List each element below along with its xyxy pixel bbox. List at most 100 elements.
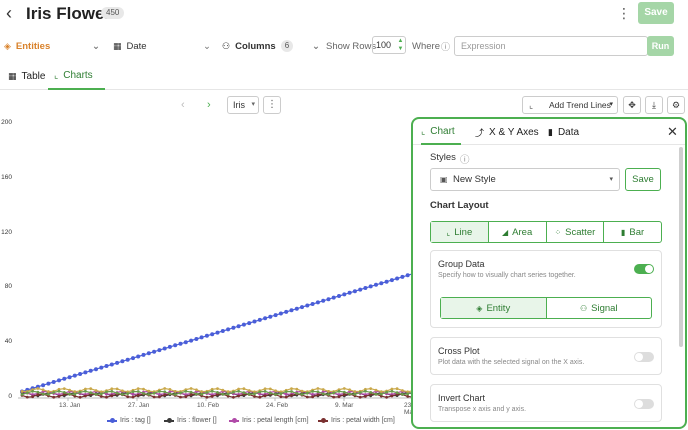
header: ‹ Iris Flowers 450 ⋮ Save [0,0,688,28]
series-point [369,391,373,394]
series-point [247,393,251,396]
series-point [379,392,383,396]
scatter-chart-icon: ⁘ [554,227,562,237]
layout-line-button[interactable]: ⌞ Line [431,222,489,242]
series-point [110,394,114,398]
series-point [253,395,256,398]
group-by-signal-button[interactable]: ⚇ Signal [547,298,652,318]
series-point [200,392,204,396]
layout-label: Bar [629,226,645,238]
series-point [305,303,310,308]
series-point [242,387,246,391]
series-point [199,335,204,340]
layout-area-button[interactable]: ◢ Area [489,222,547,242]
next-icon[interactable]: › [207,99,211,111]
legend-label: Iris : petal length [cm] [242,417,309,424]
series-point [110,390,114,393]
series-point [31,395,34,399]
series-point [41,392,45,396]
view-tabs: ▦ Table ⌞ Charts [0,62,688,90]
panel-scrollbar[interactable] [679,147,683,347]
series-point [62,387,66,390]
more-options-icon[interactable]: ⋮ [617,5,631,21]
series-point [200,390,204,393]
panel-tab-data[interactable]: ▮ Data [548,119,579,145]
settings-icon[interactable]: ⚙ [667,96,685,114]
group-by-entity-button[interactable]: ◈ Entity [441,298,547,318]
series-point [332,395,336,399]
save-button[interactable]: Save [638,2,674,24]
layout-bar-button[interactable]: ▮ Bar [604,222,661,242]
series-point [121,393,124,396]
series-point [226,390,230,394]
legend-item[interactable]: Iris : flower [] [164,417,217,424]
series-point [363,286,368,290]
group-data-desc: Specify how to visually chart series tog… [438,272,576,279]
series-point [310,302,315,306]
previous-icon[interactable]: ‹ [181,99,185,111]
series-point [178,341,183,346]
date-dropdown[interactable]: ▦ Date ⌄ [113,34,211,58]
move-icon[interactable]: ✥ [623,96,641,114]
download-icon[interactable]: ⤓ [645,96,663,114]
group-option-label: Entity [486,302,511,314]
series-point [369,387,373,390]
series-point [321,392,325,396]
series-point [379,394,383,398]
legend-item[interactable]: Iris : tag [] [107,417,151,424]
y-tick-label: 40 [4,338,12,346]
columns-dropdown[interactable]: ⚇ Columns 6 ⌄ [222,34,320,58]
series-point [368,284,373,289]
group-by-segmented: ◈ Entity ⚇ Signal [440,297,652,319]
close-icon[interactable]: ✕ [667,124,678,139]
series-point [99,395,103,398]
expression-input[interactable]: Expression [454,36,648,56]
series-point [99,390,103,394]
series-point [83,370,88,375]
series-point [406,392,410,396]
group-data-toggle[interactable] [634,264,654,274]
panel-tab-axes[interactable]: ⤴ X & Y Axes [475,119,539,145]
series-point [253,392,256,396]
tab-charts[interactable]: ⌞ Charts [48,62,105,90]
series-point [311,390,314,393]
series-point [125,357,130,362]
add-trend-lines-button[interactable]: ⌞ Add Trend Lines ▾ [522,96,618,114]
rows-stepper-icon[interactable]: ▲ ▼ [397,38,404,52]
series-point [331,295,336,300]
cross-plot-toggle[interactable] [634,352,654,362]
style-select[interactable]: ▣ New Style ▾ [430,168,620,191]
entities-dropdown[interactable]: ◈ Entities ⌄ [4,34,100,58]
legend-marker [229,417,239,423]
series-point [348,388,351,392]
info-icon: ⓘ [460,155,470,166]
series-point [25,395,29,399]
chart-more-button[interactable]: ⋮ [263,96,281,114]
tab-table[interactable]: ▦ Table [2,62,51,90]
series-point [73,390,77,394]
series-point [295,387,299,391]
invert-chart-toggle[interactable] [634,399,654,409]
panel-tab-chart[interactable]: ⌞ Chart [421,119,461,145]
entity-select[interactable]: Iris ▾ [227,96,259,114]
legend-item[interactable]: Iris : petal length [cm] [229,417,309,424]
series-point [295,392,299,395]
chart-layout-label: Chart Layout [430,200,489,211]
series-point [105,392,108,396]
series-point [290,390,293,393]
layers-icon: ◈ [476,303,483,313]
legend-item[interactable]: Iris : petal width [cm] [318,417,395,424]
back-icon[interactable]: ‹ [6,3,12,23]
show-rows-input[interactable]: 100 [372,36,406,54]
series-point [268,314,273,319]
run-button[interactable]: Run [647,36,674,56]
series-point [173,390,177,393]
chevron-down-icon: ⌄ [92,40,100,52]
layout-scatter-button[interactable]: ⁘ Scatter [547,222,605,242]
series-point [183,340,188,345]
image-icon: ▣ [440,175,448,184]
series-point [115,387,119,391]
trend-lines-label: Add Trend Lines [549,100,611,110]
style-save-button[interactable]: Save [625,168,661,191]
series-point [94,389,98,392]
